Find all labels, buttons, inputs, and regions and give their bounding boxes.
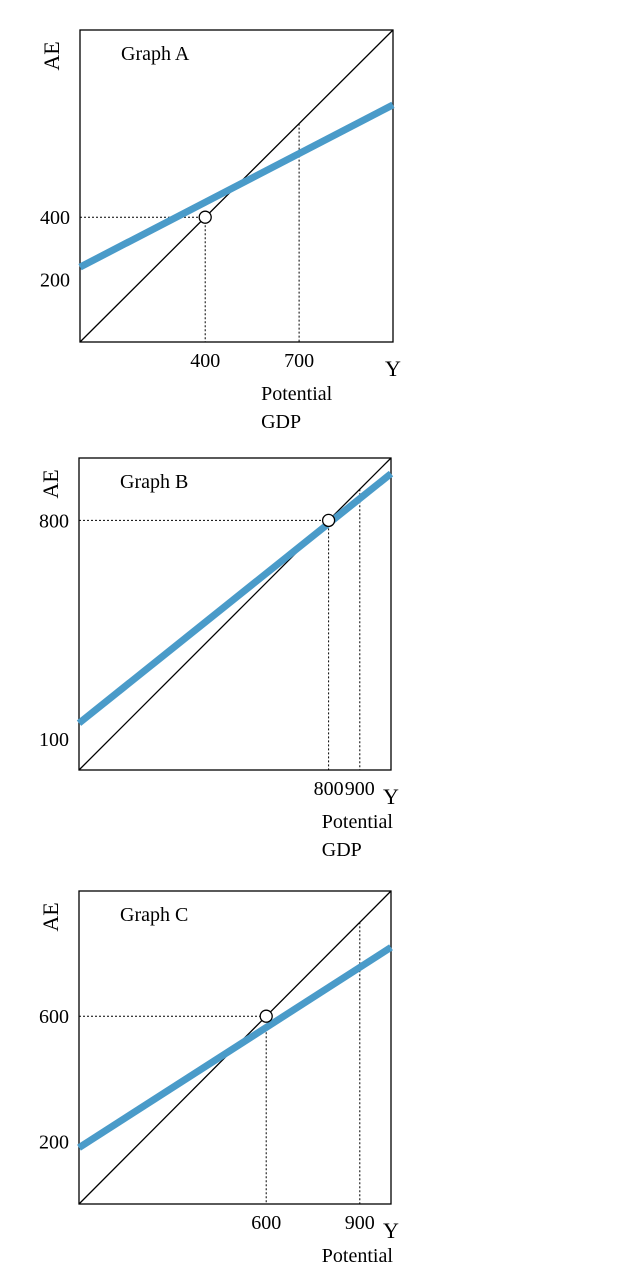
x-axis-label: Y xyxy=(385,356,401,381)
x-axis-label: Y xyxy=(383,784,399,809)
potential-gdp-label: Potential xyxy=(322,811,394,833)
forty-five-degree-line xyxy=(78,457,392,771)
x-tick-label: 400 xyxy=(190,350,220,372)
chart-1: Graph A AE Y 200 400 400 700 Potential GDP xyxy=(39,29,401,433)
equilibrium-point xyxy=(321,513,336,528)
x-tick-label: 700 xyxy=(284,350,314,372)
chart-title: Graph B xyxy=(120,471,188,493)
y-axis-label: AE xyxy=(39,41,64,70)
x-axis-label: Y xyxy=(383,1218,399,1243)
x-tick-label: 600 xyxy=(251,1212,281,1234)
y-tick-label: 600 xyxy=(39,1006,69,1028)
plot-frame xyxy=(79,29,394,343)
plot-frame xyxy=(78,890,392,1205)
chart-3: Graph C AE Y 200 600 600 900 Potential xyxy=(38,890,399,1267)
chart-title: Graph C xyxy=(120,904,188,926)
y-tick-label: 400 xyxy=(40,207,70,229)
y-axis-label: AE xyxy=(38,469,63,498)
potential-gdp-label: GDP xyxy=(322,839,362,861)
potential-gdp-label: Potential xyxy=(261,383,333,405)
equilibrium-point xyxy=(198,210,212,224)
x-tick-label: 900 xyxy=(345,1212,375,1234)
ae-line xyxy=(76,470,394,726)
ae-line xyxy=(78,101,395,271)
chart-title: Graph A xyxy=(121,43,190,65)
y-tick-label: 200 xyxy=(40,270,70,292)
x-tick-label: 800 xyxy=(314,778,344,800)
equilibrium-point xyxy=(259,1009,273,1023)
potential-gdp-label: GDP xyxy=(261,411,301,433)
y-tick-label: 200 xyxy=(39,1131,69,1153)
y-tick-label: 800 xyxy=(39,510,69,532)
ae-line xyxy=(77,944,393,1151)
y-axis-label: AE xyxy=(38,902,63,931)
x-tick-label: 900 xyxy=(345,778,375,800)
plot-frame xyxy=(78,457,392,771)
potential-gdp-label: Potential xyxy=(322,1245,394,1267)
y-tick-label: 100 xyxy=(39,729,69,751)
